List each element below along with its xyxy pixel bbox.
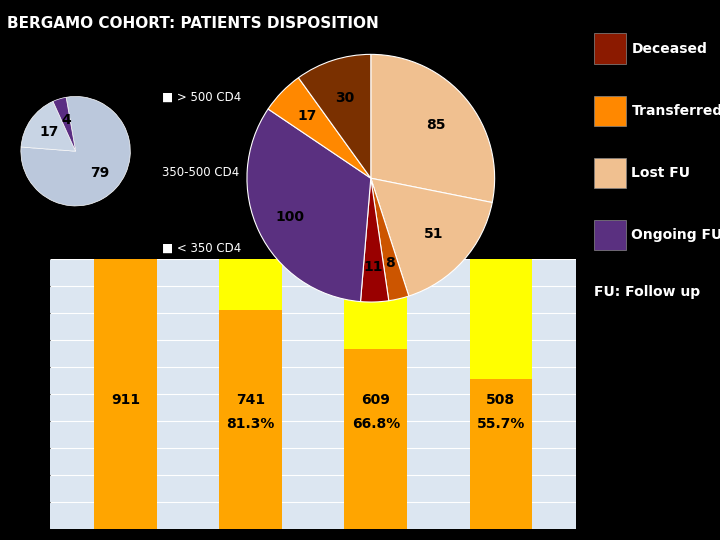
Wedge shape xyxy=(371,178,492,296)
Text: 100: 100 xyxy=(276,210,305,224)
Wedge shape xyxy=(371,55,495,202)
Text: 17: 17 xyxy=(39,125,58,139)
Text: BERGAMO COHORT: PATIENTS DISPOSITION: BERGAMO COHORT: PATIENTS DISPOSITION xyxy=(7,16,379,31)
Text: 66.8%: 66.8% xyxy=(351,417,400,431)
Text: Lost FU: Lost FU xyxy=(631,166,690,180)
Text: 11: 11 xyxy=(364,260,383,274)
Text: 17: 17 xyxy=(297,109,317,123)
Wedge shape xyxy=(21,97,130,206)
Text: 55.7%: 55.7% xyxy=(477,417,525,431)
Text: 79: 79 xyxy=(90,166,109,180)
Text: 350-500 CD4: 350-500 CD4 xyxy=(162,166,239,179)
Bar xyxy=(220,309,282,529)
Bar xyxy=(344,259,407,349)
Wedge shape xyxy=(268,78,371,178)
Text: 8: 8 xyxy=(386,255,395,269)
Y-axis label: %: % xyxy=(0,387,14,402)
Bar xyxy=(469,259,532,379)
Bar xyxy=(220,259,282,309)
Wedge shape xyxy=(21,102,76,151)
Wedge shape xyxy=(371,178,409,301)
Bar xyxy=(344,349,407,529)
Text: 51: 51 xyxy=(424,227,444,241)
Bar xyxy=(94,259,157,529)
Text: Transferred: Transferred xyxy=(631,104,720,118)
Text: 911: 911 xyxy=(111,393,140,407)
Text: 741: 741 xyxy=(236,393,265,407)
Wedge shape xyxy=(247,109,371,302)
Text: ■ > 500 CD4: ■ > 500 CD4 xyxy=(162,91,241,104)
Text: 81.3%: 81.3% xyxy=(227,417,275,431)
Wedge shape xyxy=(361,178,389,302)
Text: 609: 609 xyxy=(361,393,390,407)
Text: FU: Follow up: FU: Follow up xyxy=(594,285,700,299)
Text: Deceased: Deceased xyxy=(631,42,707,56)
Wedge shape xyxy=(298,55,371,178)
Text: 85: 85 xyxy=(426,118,446,132)
Text: 4: 4 xyxy=(61,113,71,127)
Bar xyxy=(469,379,532,529)
Text: 30: 30 xyxy=(336,91,354,105)
Text: Ongoing FU: Ongoing FU xyxy=(631,228,720,242)
Text: ■ < 350 CD4: ■ < 350 CD4 xyxy=(162,242,241,255)
Text: 508: 508 xyxy=(486,393,516,407)
Wedge shape xyxy=(53,97,76,151)
